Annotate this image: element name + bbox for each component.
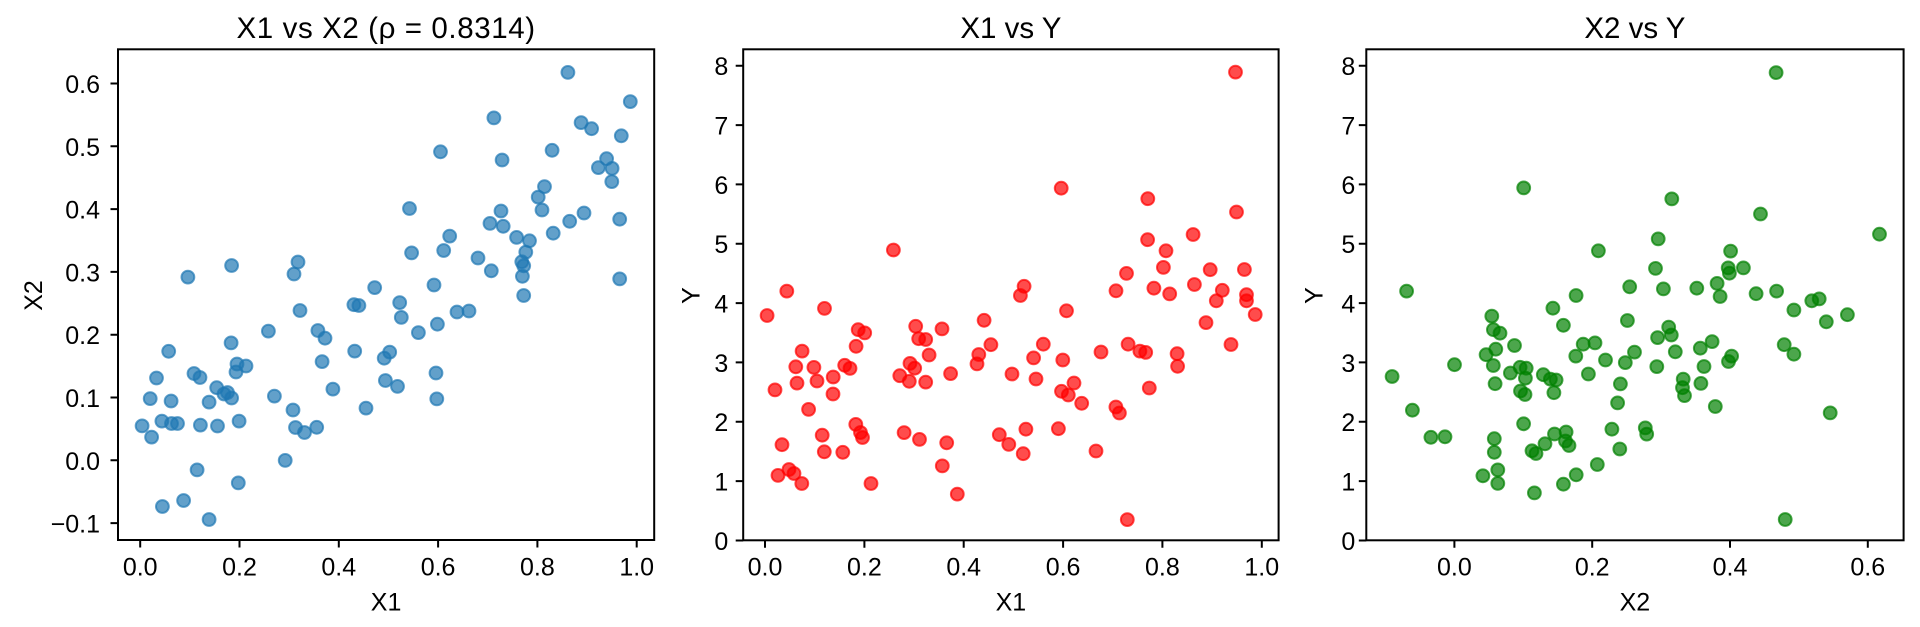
- svg-text:0: 0: [1341, 528, 1355, 556]
- svg-text:3: 3: [1341, 350, 1355, 378]
- svg-text:0.2: 0.2: [222, 554, 257, 582]
- svg-text:0: 0: [714, 528, 728, 556]
- svg-text:0.0: 0.0: [748, 554, 783, 582]
- svg-text:1: 1: [714, 469, 728, 497]
- svg-text:0.0: 0.0: [65, 448, 100, 476]
- svg-text:0.8: 0.8: [520, 554, 555, 582]
- svg-text:8: 8: [714, 53, 728, 81]
- svg-text:0.2: 0.2: [1575, 554, 1610, 582]
- svg-text:6: 6: [1341, 172, 1355, 200]
- svg-text:0.4: 0.4: [1713, 554, 1748, 582]
- svg-text:X1 vs Y: X1 vs Y: [960, 12, 1061, 45]
- svg-text:6: 6: [714, 172, 728, 200]
- svg-text:0.1: 0.1: [65, 385, 100, 413]
- svg-text:X2: X2: [20, 280, 48, 311]
- svg-text:0.0: 0.0: [123, 554, 158, 582]
- svg-text:5: 5: [1341, 231, 1355, 259]
- svg-text:0.2: 0.2: [65, 322, 100, 350]
- svg-text:0.4: 0.4: [321, 554, 356, 582]
- svg-text:2: 2: [1341, 409, 1355, 437]
- svg-text:0.5: 0.5: [65, 134, 100, 162]
- svg-text:0.4: 0.4: [65, 197, 100, 225]
- svg-text:1: 1: [1341, 469, 1355, 497]
- svg-text:Y: Y: [678, 287, 706, 304]
- svg-text:3: 3: [714, 350, 728, 378]
- svg-text:X2: X2: [1620, 589, 1651, 617]
- svg-text:Y: Y: [1301, 287, 1329, 304]
- svg-text:7: 7: [1341, 113, 1355, 141]
- svg-text:1.0: 1.0: [1244, 554, 1279, 582]
- svg-text:5: 5: [714, 231, 728, 259]
- svg-text:X1: X1: [371, 589, 402, 617]
- svg-text:7: 7: [714, 113, 728, 141]
- svg-text:0.4: 0.4: [946, 554, 981, 582]
- svg-text:1.0: 1.0: [619, 554, 654, 582]
- svg-text:−0.1: −0.1: [51, 511, 100, 539]
- svg-text:8: 8: [1341, 53, 1355, 81]
- svg-text:X1 vs X2 (ρ = 0.8314): X1 vs X2 (ρ = 0.8314): [237, 12, 536, 45]
- svg-text:0.6: 0.6: [65, 71, 100, 99]
- svg-text:0.6: 0.6: [1850, 554, 1885, 582]
- svg-text:0.6: 0.6: [1046, 554, 1081, 582]
- svg-text:X1: X1: [996, 589, 1027, 617]
- svg-text:X2 vs Y: X2 vs Y: [1584, 12, 1685, 45]
- svg-text:0.0: 0.0: [1437, 554, 1472, 582]
- svg-text:0.2: 0.2: [847, 554, 882, 582]
- svg-text:0.8: 0.8: [1145, 554, 1180, 582]
- svg-text:4: 4: [1341, 291, 1355, 319]
- svg-text:0.3: 0.3: [65, 259, 100, 287]
- svg-text:2: 2: [714, 409, 728, 437]
- svg-text:4: 4: [714, 291, 728, 319]
- svg-text:0.6: 0.6: [421, 554, 456, 582]
